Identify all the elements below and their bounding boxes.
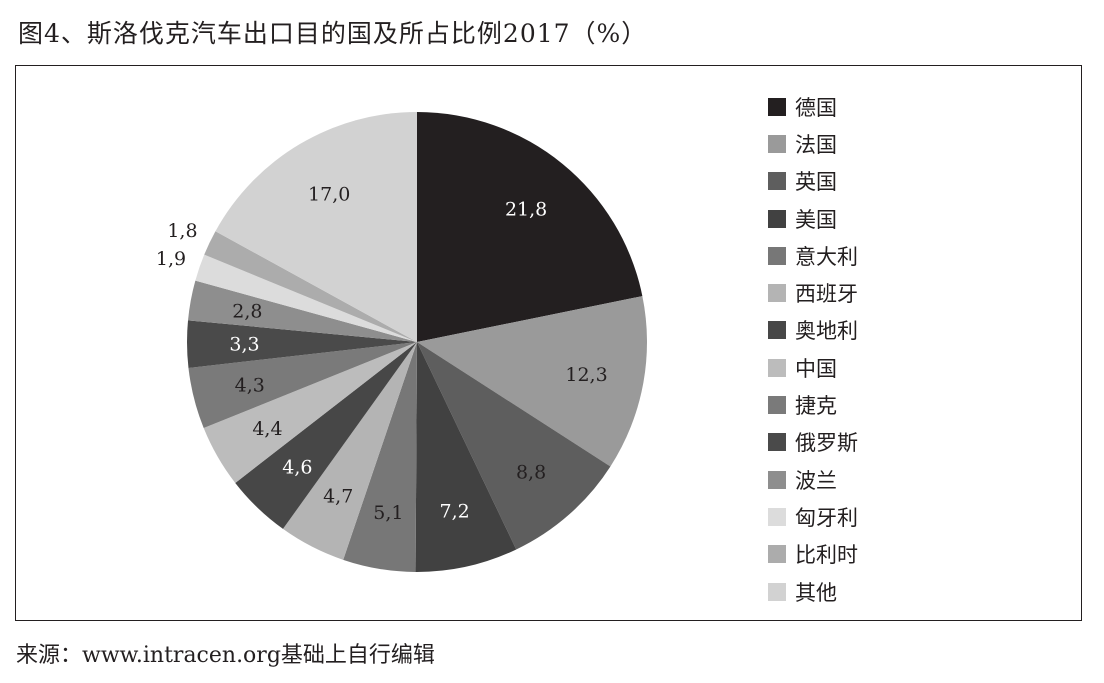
pie-slice bbox=[235, 342, 417, 529]
chart-frame bbox=[15, 65, 1082, 621]
slice-value-label: 7,2 bbox=[440, 500, 470, 522]
pie-slice bbox=[417, 112, 643, 342]
legend-swatch bbox=[768, 396, 786, 415]
legend-label: 俄罗斯 bbox=[795, 431, 858, 456]
pie-slice bbox=[215, 111, 417, 342]
pie-slice bbox=[417, 342, 611, 550]
legend-label: 意大利 bbox=[795, 244, 858, 269]
slice-value-label: 21,8 bbox=[505, 198, 547, 220]
legend-item: 其他 bbox=[768, 573, 858, 610]
legend-label: 英国 bbox=[795, 170, 837, 195]
pie-slice bbox=[188, 342, 417, 429]
slice-value-label: 3,3 bbox=[229, 334, 259, 356]
legend-swatch bbox=[768, 321, 786, 340]
legend-swatch bbox=[768, 582, 786, 601]
slice-value-label: 4,4 bbox=[252, 418, 282, 440]
legend-item: 匈牙利 bbox=[768, 498, 858, 535]
slice-value-label: 5,1 bbox=[373, 502, 403, 524]
slice-value-label: 12,3 bbox=[565, 364, 607, 386]
legend-label: 比利时 bbox=[795, 543, 858, 568]
slice-value-label: 1,9 bbox=[156, 248, 186, 270]
legend-swatch bbox=[768, 433, 786, 452]
legend-item: 德国 bbox=[768, 88, 858, 125]
legend-swatch bbox=[768, 172, 786, 191]
pie-labels: 21,8 12,3 8,8 7,2 5,1 4,7 4,64,4 4,3 3,3 2,8 1,9 1,… bbox=[156, 184, 608, 525]
pie-slice bbox=[343, 342, 417, 572]
legend-swatch bbox=[768, 545, 786, 564]
legend-item: 俄罗斯 bbox=[768, 424, 858, 461]
legend-label: 西班牙 bbox=[795, 282, 858, 307]
legend-item: 西班牙 bbox=[768, 274, 858, 311]
legend-swatch bbox=[768, 358, 786, 377]
legend-item: 奥地利 bbox=[768, 312, 858, 349]
legend-item: 波兰 bbox=[768, 461, 858, 498]
legend-item: 意大利 bbox=[768, 237, 858, 274]
legend: 德国法国英国美国意大利西班牙奥地利中国捷克俄罗斯波兰匈牙利比利时其他 bbox=[768, 88, 858, 610]
legend-swatch bbox=[768, 246, 786, 265]
pie-slice bbox=[204, 231, 417, 342]
source-note: 来源：www.intracen.org基础上自行编辑 bbox=[16, 643, 435, 668]
legend-item: 捷克 bbox=[768, 386, 858, 423]
legend-label: 法国 bbox=[795, 132, 837, 157]
slice-value-label: 4,7 bbox=[323, 485, 353, 507]
pie-slice bbox=[187, 320, 417, 368]
legend-swatch bbox=[768, 97, 786, 116]
legend-swatch bbox=[768, 134, 786, 153]
chart-title: 图4、斯洛伐克汽车出口目的国及所占比例2017（%） bbox=[18, 19, 648, 48]
slice-value-label: 2,8 bbox=[232, 301, 262, 323]
legend-label: 中国 bbox=[795, 356, 837, 381]
pie-slice bbox=[195, 254, 417, 342]
pie-slices bbox=[187, 111, 647, 572]
legend-item: 美国 bbox=[768, 200, 858, 237]
slice-value-label: 1,8 bbox=[167, 220, 197, 242]
legend-item: 英国 bbox=[768, 163, 858, 200]
pie-slice bbox=[415, 342, 517, 572]
pie-slice bbox=[188, 280, 417, 342]
pie-slice bbox=[203, 342, 417, 483]
legend-label: 美国 bbox=[795, 207, 837, 232]
pie-slice bbox=[282, 342, 417, 560]
pie-slice bbox=[417, 296, 647, 467]
legend-swatch bbox=[768, 209, 786, 228]
slice-value-label: 17,0 bbox=[308, 184, 350, 206]
legend-swatch bbox=[768, 284, 786, 303]
slice-value-label: 8,8 bbox=[516, 461, 546, 483]
legend-item: 比利时 bbox=[768, 536, 858, 573]
legend-label: 波兰 bbox=[795, 468, 837, 493]
slice-value-label: 4,3 bbox=[235, 374, 265, 396]
legend-label: 奥地利 bbox=[795, 319, 858, 344]
legend-swatch bbox=[768, 470, 786, 489]
legend-label: 捷克 bbox=[795, 394, 837, 419]
legend-item: 中国 bbox=[768, 349, 858, 386]
legend-item: 法国 bbox=[768, 125, 858, 162]
legend-label: 匈牙利 bbox=[795, 505, 858, 530]
legend-label: 德国 bbox=[795, 95, 837, 120]
legend-swatch bbox=[768, 507, 786, 526]
slice-value-label: 4,6 bbox=[282, 456, 312, 478]
legend-label: 其他 bbox=[795, 580, 837, 605]
